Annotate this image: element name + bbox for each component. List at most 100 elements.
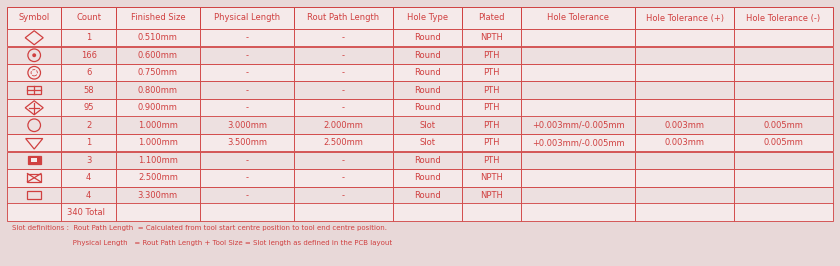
Text: Hole Tolerance (-): Hole Tolerance (-) [747,14,821,23]
Bar [294,99,393,117]
Bar [734,64,833,81]
Bar [7,64,61,81]
Text: 3.000mm: 3.000mm [227,121,267,130]
Bar [462,203,522,222]
Text: 0.600mm: 0.600mm [138,51,178,60]
Text: 3: 3 [86,156,92,165]
Text: 58: 58 [83,86,94,95]
Bar [522,169,635,186]
Circle shape [32,53,36,57]
Bar [522,81,635,99]
Text: 2: 2 [86,121,92,130]
Bar [734,152,833,169]
Bar [200,117,294,134]
Bar [116,7,200,29]
Text: 3.300mm: 3.300mm [138,191,178,200]
Bar [522,117,635,134]
Text: Round: Round [414,68,441,77]
Bar [116,47,200,64]
Bar [393,81,462,99]
Text: -: - [245,33,249,42]
Text: +0.003mm/-0.005mm: +0.003mm/-0.005mm [532,138,625,147]
Bar [61,29,116,47]
Text: -: - [342,156,345,165]
Bar [734,117,833,134]
Bar [462,152,522,169]
Bar [522,29,635,47]
Bar [635,169,734,186]
Text: Round: Round [414,103,441,112]
Bar [635,81,734,99]
Bar [200,186,294,204]
Bar [61,169,116,186]
Text: Symbol: Symbol [18,14,50,23]
Bar [734,186,833,204]
Bar [393,29,462,47]
Bar [116,29,200,47]
Text: PTH: PTH [484,68,500,77]
Bar [635,152,734,169]
Text: 1.000mm: 1.000mm [138,138,178,147]
Text: 6: 6 [86,68,92,77]
Bar [462,29,522,47]
Bar [734,99,833,117]
Text: 0.003mm: 0.003mm [664,121,705,130]
Text: 0.800mm: 0.800mm [138,86,178,95]
Text: NPTH: NPTH [480,33,503,42]
Bar [294,203,393,222]
Text: -: - [245,86,249,95]
Bar [294,7,393,29]
Bar [734,203,833,222]
Bar [635,99,734,117]
Text: Round: Round [414,33,441,42]
Text: Hole Tolerance: Hole Tolerance [548,14,609,23]
Bar [393,203,462,222]
Text: 4: 4 [86,191,92,200]
Bar [462,169,522,186]
Bar [462,81,522,99]
Bar [522,47,635,64]
Bar [462,47,522,64]
Text: -: - [245,191,249,200]
Text: 1: 1 [86,138,92,147]
Bar [7,186,61,204]
Bar [200,152,294,169]
Bar [635,7,734,29]
Text: Round: Round [414,191,441,200]
Text: 4: 4 [86,173,92,182]
Bar [61,99,116,117]
Text: Round: Round [414,173,441,182]
Bar [462,64,522,81]
Text: Slot definitions :  Rout Path Length  = Calculated from tool start centre positi: Slot definitions : Rout Path Length = Ca… [12,226,387,231]
Bar [522,152,635,169]
Bar [7,7,61,29]
Bar [635,117,734,134]
Text: -: - [245,173,249,182]
Bar [200,203,294,222]
Bar [61,81,116,99]
Bar [393,186,462,204]
Text: 1: 1 [86,33,92,42]
Bar [7,169,61,186]
Text: +0.003mm/-0.005mm: +0.003mm/-0.005mm [532,121,625,130]
Text: Rout Path Length: Rout Path Length [307,14,380,23]
Bar [116,117,200,134]
Bar [116,134,200,152]
Text: Hole Type: Hole Type [407,14,448,23]
Bar [462,186,522,204]
Bar [393,169,462,186]
Text: Hole Tolerance (+): Hole Tolerance (+) [646,14,723,23]
Bar [28,191,41,200]
Bar [522,7,635,29]
Bar [635,186,734,204]
Bar [462,134,522,152]
Bar [635,203,734,222]
Bar [462,7,522,29]
Text: 0.750mm: 0.750mm [138,68,178,77]
Text: PTH: PTH [484,86,500,95]
Bar [7,81,61,99]
Text: Finished Size: Finished Size [130,14,185,23]
Bar [31,158,37,162]
Text: -: - [342,86,345,95]
Bar [61,64,116,81]
